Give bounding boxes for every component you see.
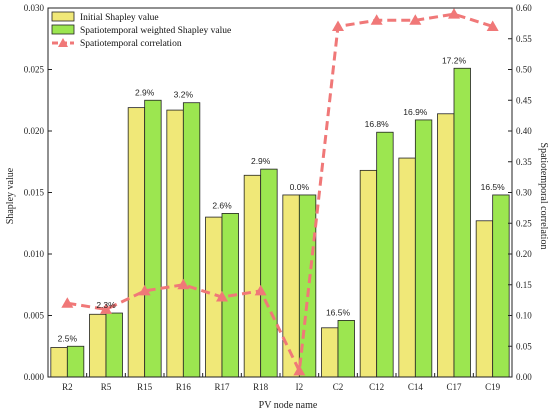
- axes-layer: 0.000 0.005 0.010 0.015 0.020 0.025 0.030 0.00 0…: [24, 3, 533, 392]
- bar-initial-R18: [243, 174, 262, 378]
- bar-initial-R5: [89, 313, 107, 378]
- bar-label-R5: 2.3%: [96, 300, 116, 310]
- bar-weighted-C12: [376, 131, 394, 378]
- left-tick-label: 0.000: [24, 372, 45, 382]
- bar-initial-R15: [127, 107, 146, 378]
- right-tick-label: 0.15: [516, 280, 532, 290]
- correlation-point-C14: [409, 14, 422, 25]
- bar-weighted-R16: [182, 102, 201, 378]
- x-tick-label-R18: R18: [253, 382, 269, 392]
- bar-initial-C12: [359, 169, 378, 378]
- x-tick-label-R17: R17: [214, 382, 230, 392]
- legend-swatch-weighted: [51, 24, 75, 35]
- left-tick-label: 0.005: [24, 311, 45, 321]
- correlation-point-C17: [448, 8, 460, 19]
- x-tick-label-C12: C12: [369, 382, 384, 392]
- legend-marker-correlation: [58, 38, 68, 47]
- correlation-point-R18: [254, 284, 267, 296]
- right-tick-label: 0.05: [516, 341, 532, 351]
- correlation-point-R5: [100, 303, 112, 314]
- x-tick-label-R16: R16: [176, 382, 192, 392]
- correlation-point-I2: [293, 364, 306, 376]
- x-axis-title: PV node name: [259, 400, 318, 411]
- x-tick-label-C19: C19: [485, 382, 501, 392]
- x-tick-label-C2: C2: [333, 382, 344, 392]
- bar-weighted-C17: [453, 67, 471, 378]
- bar-weighted-R5: [105, 312, 123, 378]
- bar-label-I2: 0.0%: [290, 182, 310, 192]
- bar-label-C14: 16.9%: [403, 107, 428, 117]
- bar-initial-C17: [437, 113, 455, 378]
- legend-label-correlation: Spatiotemporal correlation: [80, 39, 182, 49]
- correlation-point-R17: [216, 291, 228, 302]
- legend-label-weighted: Spatiotemporal weighted Shapley value: [80, 26, 231, 36]
- bar-initial-R2: [50, 347, 68, 378]
- bar-weighted-R18: [260, 168, 278, 378]
- correlation-point-R16: [177, 278, 190, 290]
- right-tick-label: 0.55: [516, 34, 532, 44]
- bar-label-C17: 17.2%: [442, 55, 467, 65]
- x-tick-label-R2: R2: [62, 382, 73, 392]
- bar-label-R2: 2.5%: [58, 333, 78, 343]
- right-tick-label: 0.30: [516, 188, 532, 198]
- left-tick-label: 0.030: [24, 3, 45, 13]
- correlation-point-C19: [486, 20, 499, 31]
- bar-initial-C2: [321, 327, 339, 378]
- bar-label-C12: 16.8%: [365, 119, 390, 129]
- correlation-point-C12: [370, 14, 383, 25]
- bar-initial-I2: [282, 194, 300, 378]
- right-tick-label: 0.45: [516, 95, 532, 105]
- correlation-point-C2: [332, 20, 344, 31]
- right-y-axis-title: Spatiotemporal correlation: [538, 143, 549, 250]
- bar-weighted-C2: [337, 320, 355, 378]
- right-tick-label: 0.35: [516, 157, 532, 167]
- x-tick-label-C17: C17: [446, 382, 462, 392]
- bar-label-R16: 3.2%: [174, 90, 194, 100]
- bar-weighted-R15: [144, 99, 162, 378]
- left-tick-label: 0.015: [24, 188, 45, 198]
- bar-label-R18: 2.9%: [251, 156, 271, 166]
- bar-weighted-C19: [492, 194, 510, 378]
- legend-label-initial: Initial Shapley value: [80, 13, 159, 23]
- legend-swatch-initial: [51, 11, 75, 22]
- legend: Initial Shapley value Spatiotemporal weig…: [51, 11, 231, 49]
- right-tick-label: 0.60: [516, 3, 532, 13]
- x-tick-label-R5: R5: [101, 382, 112, 392]
- correlation-line: [67, 12, 494, 373]
- bars-layer: [50, 67, 510, 378]
- bar-weighted-C14: [414, 119, 433, 378]
- bar-label-R17: 2.6%: [212, 200, 232, 210]
- correlation-point-R15: [138, 284, 151, 296]
- line-layer: [61, 8, 499, 376]
- left-tick-label: 0.020: [24, 126, 45, 136]
- right-tick-label: 0.00: [516, 372, 532, 382]
- bar-labels-layer: 2.5% 2.3% 2.9% 3.2% 2.6% 2.9% 0.0% 16.5% 16.8% 16…: [58, 55, 506, 343]
- right-tick-label: 0.40: [516, 126, 532, 136]
- right-tick-label: 0.50: [516, 65, 532, 75]
- bar-initial-R16: [166, 109, 184, 378]
- bar-label-R15: 2.9%: [135, 87, 155, 97]
- right-tick-label: 0.10: [516, 311, 532, 321]
- bar-label-C19: 16.5%: [481, 182, 506, 192]
- correlation-point-R2: [61, 297, 74, 308]
- x-tick-label-C14: C14: [408, 382, 424, 392]
- left-tick-label: 0.025: [24, 65, 45, 75]
- x-tick-label-R15: R15: [137, 382, 153, 392]
- left-y-axis-title: Shapley value: [5, 167, 16, 224]
- x-tick-label-I2: I2: [296, 382, 304, 392]
- right-tick-label: 0.20: [516, 249, 532, 259]
- bar-initial-C14: [398, 157, 416, 378]
- bar-initial-C19: [475, 220, 494, 378]
- left-tick-label: 0.010: [24, 249, 45, 259]
- bar-label-C2: 16.5%: [326, 307, 351, 317]
- right-tick-label: 0.25: [516, 218, 532, 228]
- bar-weighted-R2: [66, 345, 85, 378]
